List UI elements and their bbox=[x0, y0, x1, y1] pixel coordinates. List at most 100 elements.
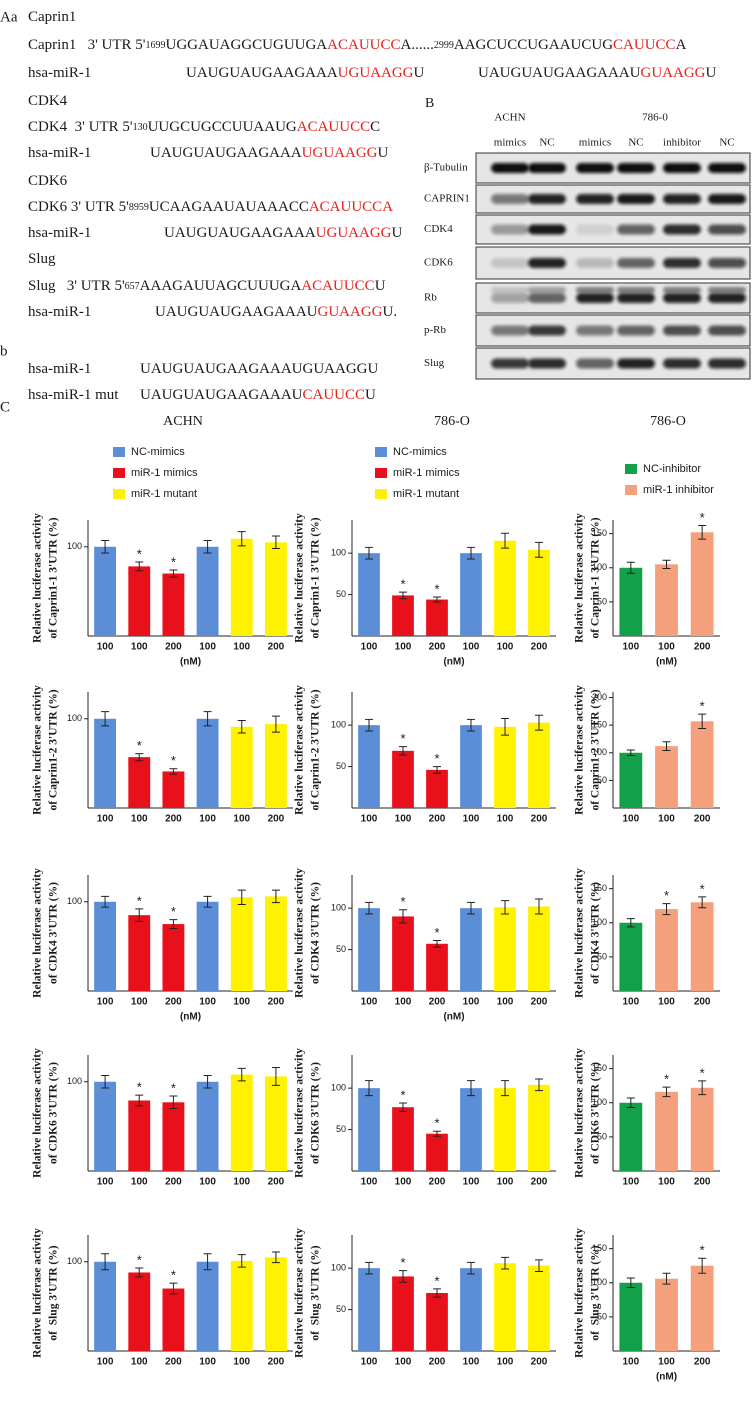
blot-band bbox=[663, 358, 701, 369]
y-tick-label: 100 bbox=[592, 917, 607, 927]
bar bbox=[619, 567, 643, 636]
legend-swatch bbox=[375, 447, 387, 457]
y-tick-label: 100 bbox=[592, 1277, 607, 1287]
column-header: ACHN bbox=[163, 414, 203, 429]
y-axis-label: Relative luciferase activity bbox=[574, 1228, 586, 1358]
error-bar bbox=[101, 895, 110, 908]
error-bar bbox=[399, 909, 407, 924]
x-axis-label: (nM) bbox=[180, 657, 201, 668]
significance-mark: * bbox=[434, 1273, 439, 1288]
y-tick-label: 100 bbox=[331, 1263, 346, 1273]
blot-band bbox=[663, 194, 701, 204]
error-bar bbox=[135, 753, 144, 762]
error-bar bbox=[662, 1086, 671, 1098]
y-tick-label: 50 bbox=[597, 596, 607, 606]
sequence-line: CDK4 bbox=[28, 93, 68, 109]
error-bar bbox=[271, 1251, 280, 1264]
row-label: CDK6 bbox=[424, 257, 453, 269]
x-tick-label: 100 bbox=[497, 1177, 514, 1188]
error-bar bbox=[135, 1094, 144, 1107]
blot-band bbox=[576, 258, 614, 268]
x-tick-label: 100 bbox=[361, 1357, 378, 1368]
error-bar bbox=[101, 540, 110, 554]
bar bbox=[392, 595, 414, 636]
x-tick-label: 200 bbox=[165, 1357, 182, 1368]
bar bbox=[358, 553, 380, 636]
bar bbox=[655, 746, 678, 808]
blot-band bbox=[617, 293, 655, 303]
y-tick-label: 100 bbox=[331, 903, 346, 913]
blot-band bbox=[617, 194, 655, 204]
legend-label: miR-1 mimics bbox=[393, 467, 460, 479]
error-bar bbox=[698, 896, 707, 909]
error-bar bbox=[698, 1080, 707, 1096]
error-bar bbox=[626, 918, 635, 928]
y-tick-label: 100 bbox=[592, 747, 607, 757]
x-tick-label: 100 bbox=[199, 1357, 216, 1368]
error-bar bbox=[101, 1253, 110, 1271]
significance-mark: * bbox=[664, 1072, 669, 1087]
blot-band bbox=[576, 358, 614, 369]
legend-label: miR-1 mimics bbox=[131, 467, 198, 479]
sequence-text: U bbox=[391, 225, 402, 241]
sequence-line: UAUGUAUGAAGAAAUGUAAGGU bbox=[164, 225, 402, 241]
significance-mark: * bbox=[171, 753, 176, 768]
significance-mark: * bbox=[434, 1116, 439, 1131]
bar bbox=[655, 1091, 678, 1171]
error-bar bbox=[237, 1254, 246, 1268]
x-tick-label: 100 bbox=[361, 814, 378, 825]
error-bar bbox=[101, 711, 110, 727]
x-tick-label: 100 bbox=[658, 642, 675, 653]
significance-mark: * bbox=[137, 546, 142, 561]
y-tick-label: 100 bbox=[67, 541, 82, 551]
error-bar bbox=[535, 714, 543, 731]
x-tick-label: 100 bbox=[131, 642, 148, 653]
error-bar bbox=[365, 1080, 373, 1097]
y-tick-label: 50 bbox=[336, 589, 346, 599]
sequence-text: hsa-miR-1 bbox=[28, 145, 91, 161]
seed-match: GUAAGG bbox=[641, 65, 706, 81]
lane-label: mimics bbox=[494, 137, 526, 149]
x-tick-label: 100 bbox=[658, 997, 675, 1008]
blot-band bbox=[528, 194, 566, 204]
bar bbox=[162, 1102, 185, 1171]
legend-label: miR-1 mutant bbox=[393, 488, 459, 500]
error-bar bbox=[203, 895, 212, 908]
blot-band bbox=[617, 287, 655, 293]
x-tick-label: 100 bbox=[622, 1357, 639, 1368]
error-bar bbox=[169, 768, 178, 775]
significance-mark: * bbox=[400, 894, 405, 909]
sequence-text: 1699 bbox=[145, 40, 165, 51]
bar bbox=[619, 1282, 643, 1351]
blot-band bbox=[663, 258, 701, 268]
legend-swatch bbox=[625, 485, 637, 495]
error-bar bbox=[626, 1277, 635, 1289]
bar bbox=[528, 549, 550, 636]
x-tick-label: 200 bbox=[531, 642, 548, 653]
error-bar bbox=[135, 908, 144, 922]
y-tick-label: 100 bbox=[67, 896, 82, 906]
sequence-text: hsa-miR-1 bbox=[28, 304, 91, 320]
row-label: Rb bbox=[424, 292, 437, 304]
y-axis-label: of Slug 3'UTR (%) bbox=[590, 1245, 602, 1340]
significance-mark: * bbox=[434, 751, 439, 766]
x-tick-label: 100 bbox=[131, 1177, 148, 1188]
blot-band bbox=[617, 358, 655, 369]
blot-band bbox=[576, 163, 614, 173]
y-axis-label: of Caprin1-2 3'UTR (%) bbox=[48, 689, 60, 810]
bar bbox=[494, 1088, 516, 1171]
x-tick-label: 200 bbox=[165, 997, 182, 1008]
x-tick-label: 100 bbox=[622, 814, 639, 825]
y-axis-label: Relative luciferase activity bbox=[574, 1048, 586, 1178]
blot-band bbox=[576, 224, 614, 235]
blot-band bbox=[528, 287, 566, 293]
error-bar bbox=[433, 939, 441, 948]
error-bar bbox=[203, 1075, 212, 1089]
blot-band bbox=[528, 258, 566, 268]
error-bar bbox=[365, 1261, 373, 1275]
group-label: ACHN bbox=[494, 112, 525, 124]
y-axis-label: Relative luciferase activity bbox=[574, 513, 586, 643]
x-tick-label: 100 bbox=[658, 1177, 675, 1188]
bar bbox=[128, 1100, 151, 1171]
y-axis-label: Relative luciferase activity bbox=[294, 685, 306, 815]
